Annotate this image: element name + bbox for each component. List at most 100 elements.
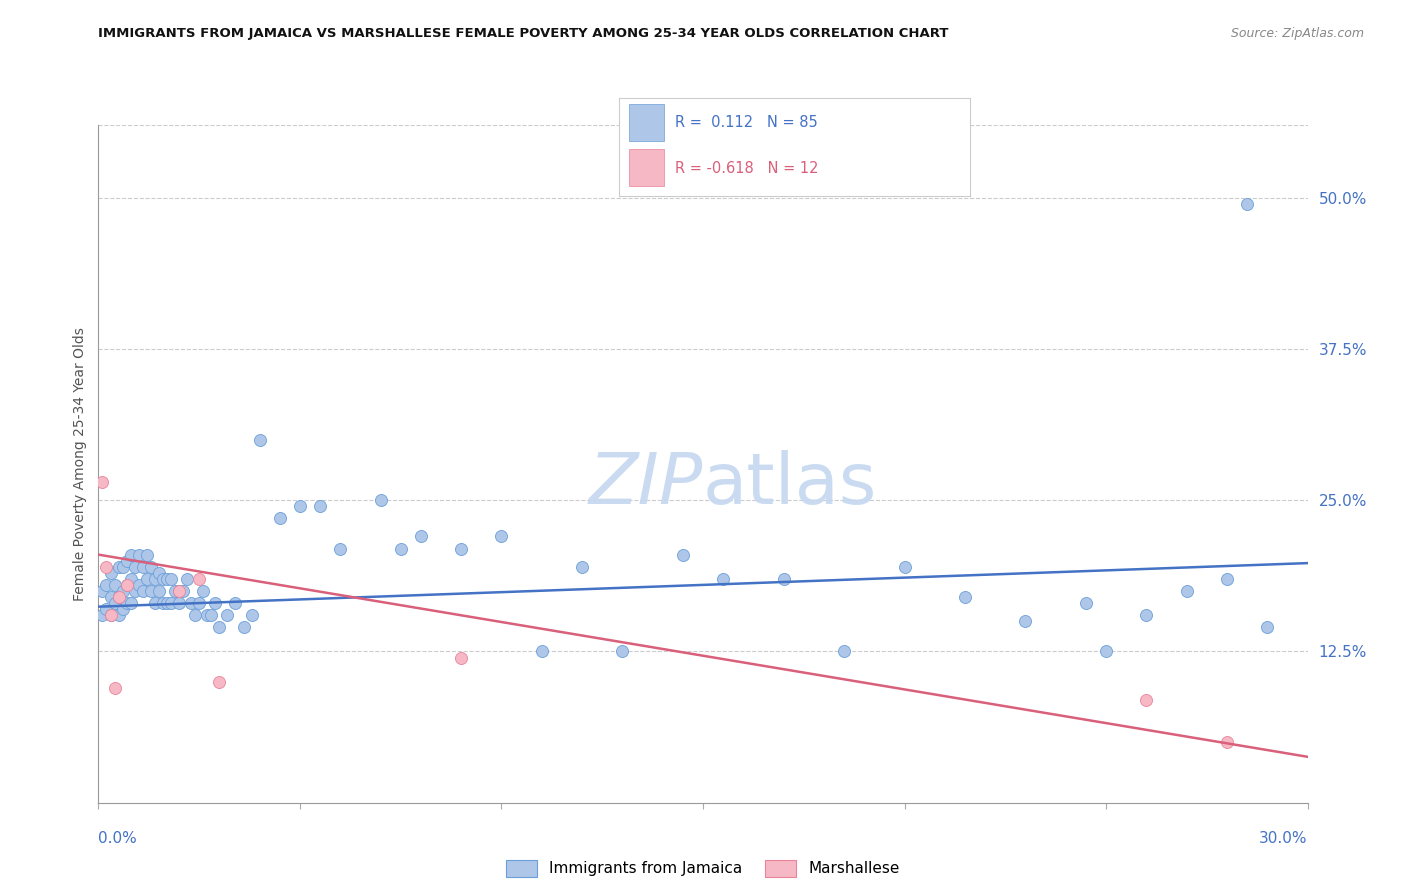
- Point: [139, 584, 162, 599]
- Point: [1216, 735, 1239, 749]
- Point: [103, 578, 125, 592]
- Point: [91, 608, 114, 623]
- Point: [329, 541, 352, 556]
- Text: 30.0%: 30.0%: [1260, 831, 1308, 846]
- Point: [188, 572, 211, 586]
- Text: R = -0.618   N = 12: R = -0.618 N = 12: [675, 161, 818, 177]
- Point: [224, 596, 246, 610]
- Point: [124, 584, 146, 599]
- Point: [269, 511, 291, 525]
- Point: [167, 584, 190, 599]
- Point: [107, 559, 129, 574]
- Point: [389, 541, 412, 556]
- Point: [96, 578, 118, 592]
- Point: [409, 529, 432, 543]
- Point: [91, 584, 114, 599]
- Point: [193, 584, 215, 599]
- Point: [176, 572, 198, 586]
- Point: [491, 529, 513, 543]
- Point: [200, 608, 222, 623]
- Point: [249, 433, 271, 447]
- Point: [240, 608, 263, 623]
- Point: [612, 644, 634, 658]
- Text: IMMIGRANTS FROM JAMAICA VS MARSHALLESE FEMALE POVERTY AMONG 25-34 YEAR OLDS CORR: IMMIGRANTS FROM JAMAICA VS MARSHALLESE F…: [98, 27, 949, 40]
- Point: [184, 608, 207, 623]
- Point: [107, 608, 129, 623]
- Point: [135, 572, 157, 586]
- Point: [160, 596, 183, 610]
- Point: [100, 608, 122, 623]
- Point: [96, 559, 118, 574]
- Point: [1014, 614, 1036, 628]
- Point: [124, 559, 146, 574]
- Point: [100, 608, 122, 623]
- Point: [1216, 572, 1239, 586]
- Point: [1135, 608, 1157, 623]
- Point: [1135, 693, 1157, 707]
- Point: [100, 590, 122, 604]
- Point: [1175, 584, 1198, 599]
- Point: [309, 500, 332, 514]
- Point: [148, 566, 170, 580]
- Text: atlas: atlas: [703, 450, 877, 518]
- Point: [128, 578, 150, 592]
- Point: [180, 596, 202, 610]
- Point: [91, 475, 114, 489]
- Point: [217, 608, 239, 623]
- Point: [450, 541, 472, 556]
- Point: [115, 596, 138, 610]
- Point: [156, 596, 179, 610]
- Point: [143, 572, 166, 586]
- Point: [143, 596, 166, 610]
- Point: [953, 590, 976, 604]
- Point: [115, 578, 138, 592]
- Point: [135, 548, 157, 562]
- Point: [893, 559, 915, 574]
- Point: [832, 644, 855, 658]
- Point: [530, 644, 553, 658]
- Point: [204, 596, 226, 610]
- Y-axis label: Female Poverty Among 25-34 Year Olds: Female Poverty Among 25-34 Year Olds: [73, 326, 87, 601]
- Point: [450, 650, 472, 665]
- Point: [571, 559, 593, 574]
- Point: [1256, 620, 1278, 634]
- Bar: [630, 104, 664, 141]
- Point: [160, 572, 183, 586]
- Point: [115, 578, 138, 592]
- Point: [107, 590, 129, 604]
- Point: [120, 548, 142, 562]
- Point: [1074, 596, 1097, 610]
- Point: [1095, 644, 1118, 658]
- Point: [232, 620, 254, 634]
- Point: [288, 500, 311, 514]
- Point: [152, 596, 174, 610]
- Point: [120, 572, 142, 586]
- Point: [115, 554, 138, 568]
- Point: [208, 674, 231, 689]
- Text: ZIP: ZIP: [589, 450, 703, 518]
- Point: [152, 572, 174, 586]
- Point: [111, 559, 134, 574]
- Point: [111, 602, 134, 616]
- Point: [188, 596, 211, 610]
- Point: [96, 602, 118, 616]
- Point: [163, 584, 186, 599]
- Point: [167, 584, 190, 599]
- Point: [132, 584, 155, 599]
- Point: [156, 572, 179, 586]
- Point: [772, 572, 794, 586]
- Point: [103, 596, 125, 610]
- Point: [128, 548, 150, 562]
- Point: [139, 559, 162, 574]
- Bar: [630, 149, 664, 186]
- Text: Source: ZipAtlas.com: Source: ZipAtlas.com: [1230, 27, 1364, 40]
- Legend: Immigrants from Jamaica, Marshallese: Immigrants from Jamaica, Marshallese: [501, 854, 905, 883]
- Point: [111, 584, 134, 599]
- Point: [103, 681, 125, 695]
- Point: [132, 559, 155, 574]
- Point: [172, 584, 194, 599]
- Point: [148, 584, 170, 599]
- Point: [120, 596, 142, 610]
- Point: [195, 608, 218, 623]
- Text: R =  0.112   N = 85: R = 0.112 N = 85: [675, 115, 818, 130]
